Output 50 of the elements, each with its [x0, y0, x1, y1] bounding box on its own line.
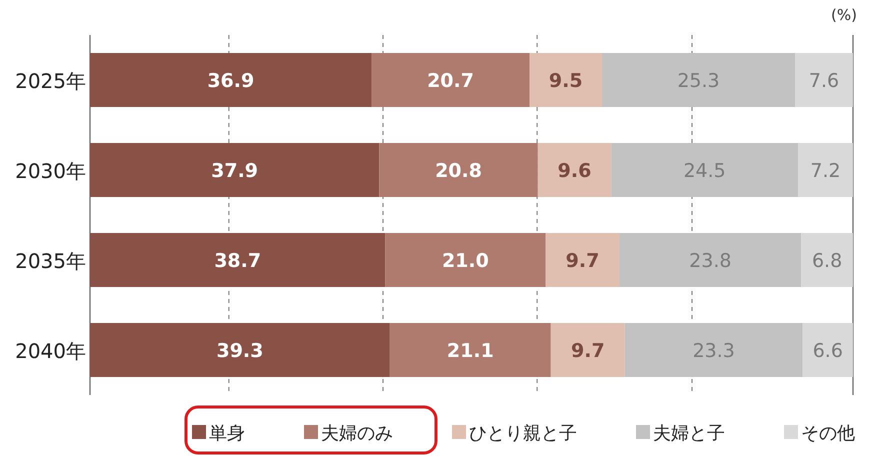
bar: [801, 233, 853, 287]
bar: [624, 323, 803, 377]
legend-label: 単身: [209, 423, 245, 444]
bar: [602, 53, 796, 107]
data-label: 7.6: [808, 70, 840, 92]
bar: [90, 233, 386, 287]
data-label: 39.3: [216, 340, 264, 362]
bar: [550, 323, 625, 377]
legend-label: 夫婦と子: [653, 423, 725, 444]
bar: [802, 323, 853, 377]
bar: [90, 143, 380, 197]
y-tick-label: 2035年: [15, 249, 86, 273]
legend-label: その他: [801, 423, 855, 444]
bar: [372, 53, 530, 107]
data-label: 9.6: [558, 160, 592, 182]
bar: [795, 53, 853, 107]
data-label: 21.1: [446, 340, 494, 362]
bar: [611, 143, 798, 197]
legend-label: ひとり親と子: [469, 423, 577, 444]
data-label: 25.3: [677, 70, 720, 92]
data-label: 6.6: [812, 340, 843, 362]
y-tick-label: 2030年: [15, 159, 86, 183]
data-label: 9.7: [571, 340, 605, 362]
data-label: 23.8: [689, 250, 732, 272]
bar: [538, 143, 612, 197]
bar: [90, 53, 372, 107]
data-label: 37.9: [211, 160, 258, 182]
bar: [379, 143, 538, 197]
data-label: 9.5: [548, 70, 583, 92]
data-label: 9.7: [566, 250, 600, 272]
x-axis-title: (%): [831, 6, 857, 24]
bar: [90, 323, 390, 377]
legend-label: 夫婦のみ: [321, 423, 393, 444]
bar: [798, 143, 853, 197]
bar: [620, 233, 802, 287]
data-label: 20.7: [427, 70, 474, 92]
data-label: 38.7: [214, 250, 262, 272]
data-label: 7.2: [810, 160, 841, 182]
bar: [390, 323, 551, 377]
data-label: 36.9: [207, 70, 254, 92]
bar: [546, 233, 620, 287]
y-tick-label: 2025年: [15, 69, 86, 93]
data-label: 21.0: [442, 250, 489, 272]
data-label: 6.8: [812, 250, 842, 272]
data-label: 24.5: [683, 160, 726, 182]
y-tick-label: 2040年: [15, 339, 86, 363]
data-label: 20.8: [435, 160, 482, 182]
bar: [529, 53, 602, 107]
bar: [385, 233, 546, 287]
data-label: 23.3: [692, 340, 735, 362]
